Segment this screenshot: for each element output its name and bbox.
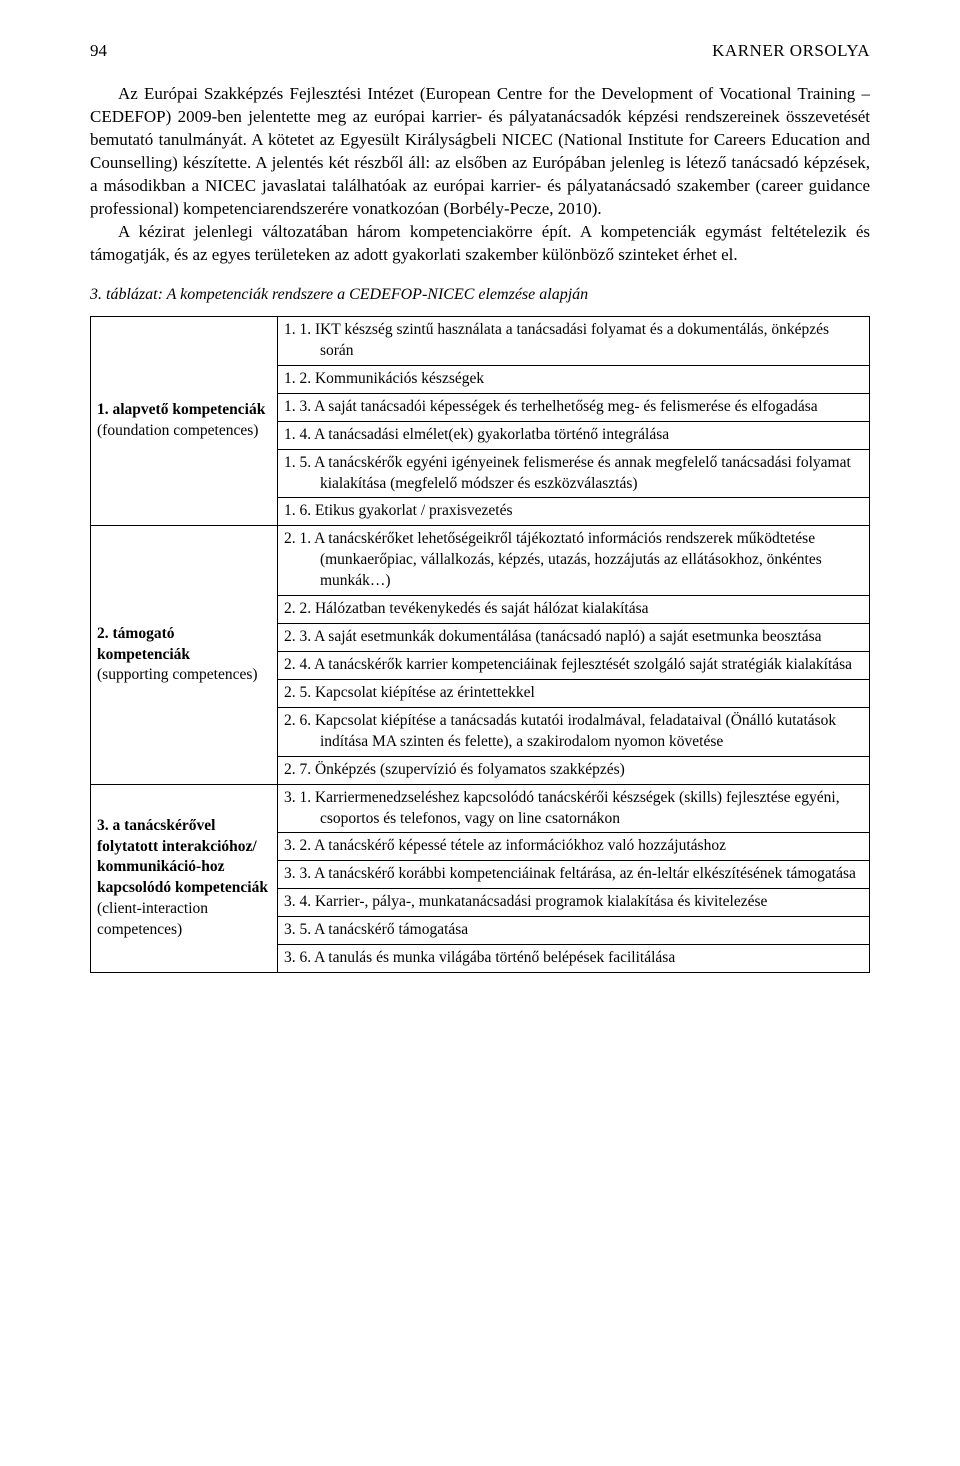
competence-item: 1. 4. A tanácsadási elmélet(ek) gyakorla… <box>284 425 863 446</box>
competence-item: 1. 3. A saját tanácsadói képességek és t… <box>284 397 863 418</box>
row-header-sub: (supporting competences) <box>97 665 271 686</box>
table-cell: 3. 1. Karriermenedzseléshez kapcsolódó t… <box>277 784 869 833</box>
row-header-3: 3. a tanácskérővel folytatott interakció… <box>91 784 278 972</box>
table-cell: 1. 4. A tanácsadási elmélet(ek) gyakorla… <box>277 421 869 449</box>
competence-item: 1. 2. Kommunikációs készségek <box>284 369 863 390</box>
competence-table: 1. alapvető kompetenciák(foundation comp… <box>90 316 870 973</box>
author-name: KARNER ORSOLYA <box>712 40 870 63</box>
table-cell: 1. 6. Etikus gyakorlat / praxisvezetés <box>277 498 869 526</box>
row-header-sub: (client-interaction competences) <box>97 899 271 941</box>
paragraph-1: Az Európai Szakképzés Fejlesztési Intéze… <box>90 83 870 221</box>
competence-item: 1. 6. Etikus gyakorlat / praxisvezetés <box>284 501 863 522</box>
table-cell: 3. 2. A tanácskérő képessé tétele az inf… <box>277 833 869 861</box>
table-cell: 1. 5. A tanácskérők egyéni igényeinek fe… <box>277 449 869 498</box>
table-cell: 3. 3. A tanácskérő korábbi kompetenciáin… <box>277 861 869 889</box>
table-caption-text: 3. táblázat: A kompetenciák rendszere a … <box>90 286 588 303</box>
row-header-title: 2. támogató kompetenciák <box>97 624 271 666</box>
competence-item: 3. 4. Karrier-, pálya-, munkatanácsadási… <box>284 892 863 913</box>
page-header: 94 KARNER ORSOLYA <box>90 40 870 63</box>
competence-item: 1. 1. IKT készség szintű használata a ta… <box>284 320 863 362</box>
table-cell: 2. 3. A saját esetmunkák dokumentálása (… <box>277 624 869 652</box>
competence-item: 2. 7. Önképzés (szupervízió és folyamato… <box>284 760 863 781</box>
competence-item: 3. 2. A tanácskérő képessé tétele az inf… <box>284 836 863 857</box>
table-cell: 2. 2. Hálózatban tevékenykedés és saját … <box>277 596 869 624</box>
paragraph-2: A kézirat jelenlegi változatában három k… <box>90 221 870 267</box>
competence-item: 2. 2. Hálózatban tevékenykedés és saját … <box>284 599 863 620</box>
table-row: 1. alapvető kompetenciák(foundation comp… <box>91 317 870 366</box>
table-cell: 3. 6. A tanulás és munka világába történ… <box>277 945 869 973</box>
table-cell: 1. 1. IKT készség szintű használata a ta… <box>277 317 869 366</box>
competence-item: 2. 4. A tanácskérők karrier kompetenciái… <box>284 655 863 676</box>
competence-item: 3. 1. Karriermenedzseléshez kapcsolódó t… <box>284 788 863 830</box>
page-number: 94 <box>90 40 107 63</box>
competence-item: 3. 5. A tanácskérő támogatása <box>284 920 863 941</box>
row-header-1: 1. alapvető kompetenciák(foundation comp… <box>91 317 278 526</box>
table-cell: 3. 5. A tanácskérő támogatása <box>277 917 869 945</box>
table-cell: 2. 5. Kapcsolat kiépítése az érintettekk… <box>277 679 869 707</box>
table-cell: 1. 3. A saját tanácsadói képességek és t… <box>277 393 869 421</box>
table-row: 3. a tanácskérővel folytatott interakció… <box>91 784 870 833</box>
table-cell: 2. 4. A tanácskérők karrier kompetenciái… <box>277 652 869 680</box>
table-cell: 2. 1. A tanácskérőket lehetőségeikről tá… <box>277 526 869 596</box>
competence-item: 3. 3. A tanácskérő korábbi kompetenciáin… <box>284 864 863 885</box>
row-header-title: 1. alapvető kompetenciák <box>97 400 271 421</box>
competence-item: 2. 5. Kapcsolat kiépítése az érintettekk… <box>284 683 863 704</box>
table-row: 2. támogató kompetenciák(supporting comp… <box>91 526 870 596</box>
table-cell: 2. 6. Kapcsolat kiépítése a tanácsadás k… <box>277 707 869 756</box>
table-caption: 3. táblázat: A kompetenciák rendszere a … <box>90 284 870 306</box>
competence-item: 2. 6. Kapcsolat kiépítése a tanácsadás k… <box>284 711 863 753</box>
row-header-2: 2. támogató kompetenciák(supporting comp… <box>91 526 278 784</box>
row-header-sub: (foundation competences) <box>97 421 271 442</box>
row-header-title: 3. a tanácskérővel folytatott interakció… <box>97 816 271 900</box>
table-cell: 3. 4. Karrier-, pálya-, munkatanácsadási… <box>277 889 869 917</box>
competence-item: 1. 5. A tanácskérők egyéni igényeinek fe… <box>284 453 863 495</box>
competence-item: 3. 6. A tanulás és munka világába történ… <box>284 948 863 969</box>
table-cell: 2. 7. Önképzés (szupervízió és folyamato… <box>277 756 869 784</box>
competence-item: 2. 1. A tanácskérőket lehetőségeikről tá… <box>284 529 863 592</box>
competence-item: 2. 3. A saját esetmunkák dokumentálása (… <box>284 627 863 648</box>
table-cell: 1. 2. Kommunikációs készségek <box>277 365 869 393</box>
